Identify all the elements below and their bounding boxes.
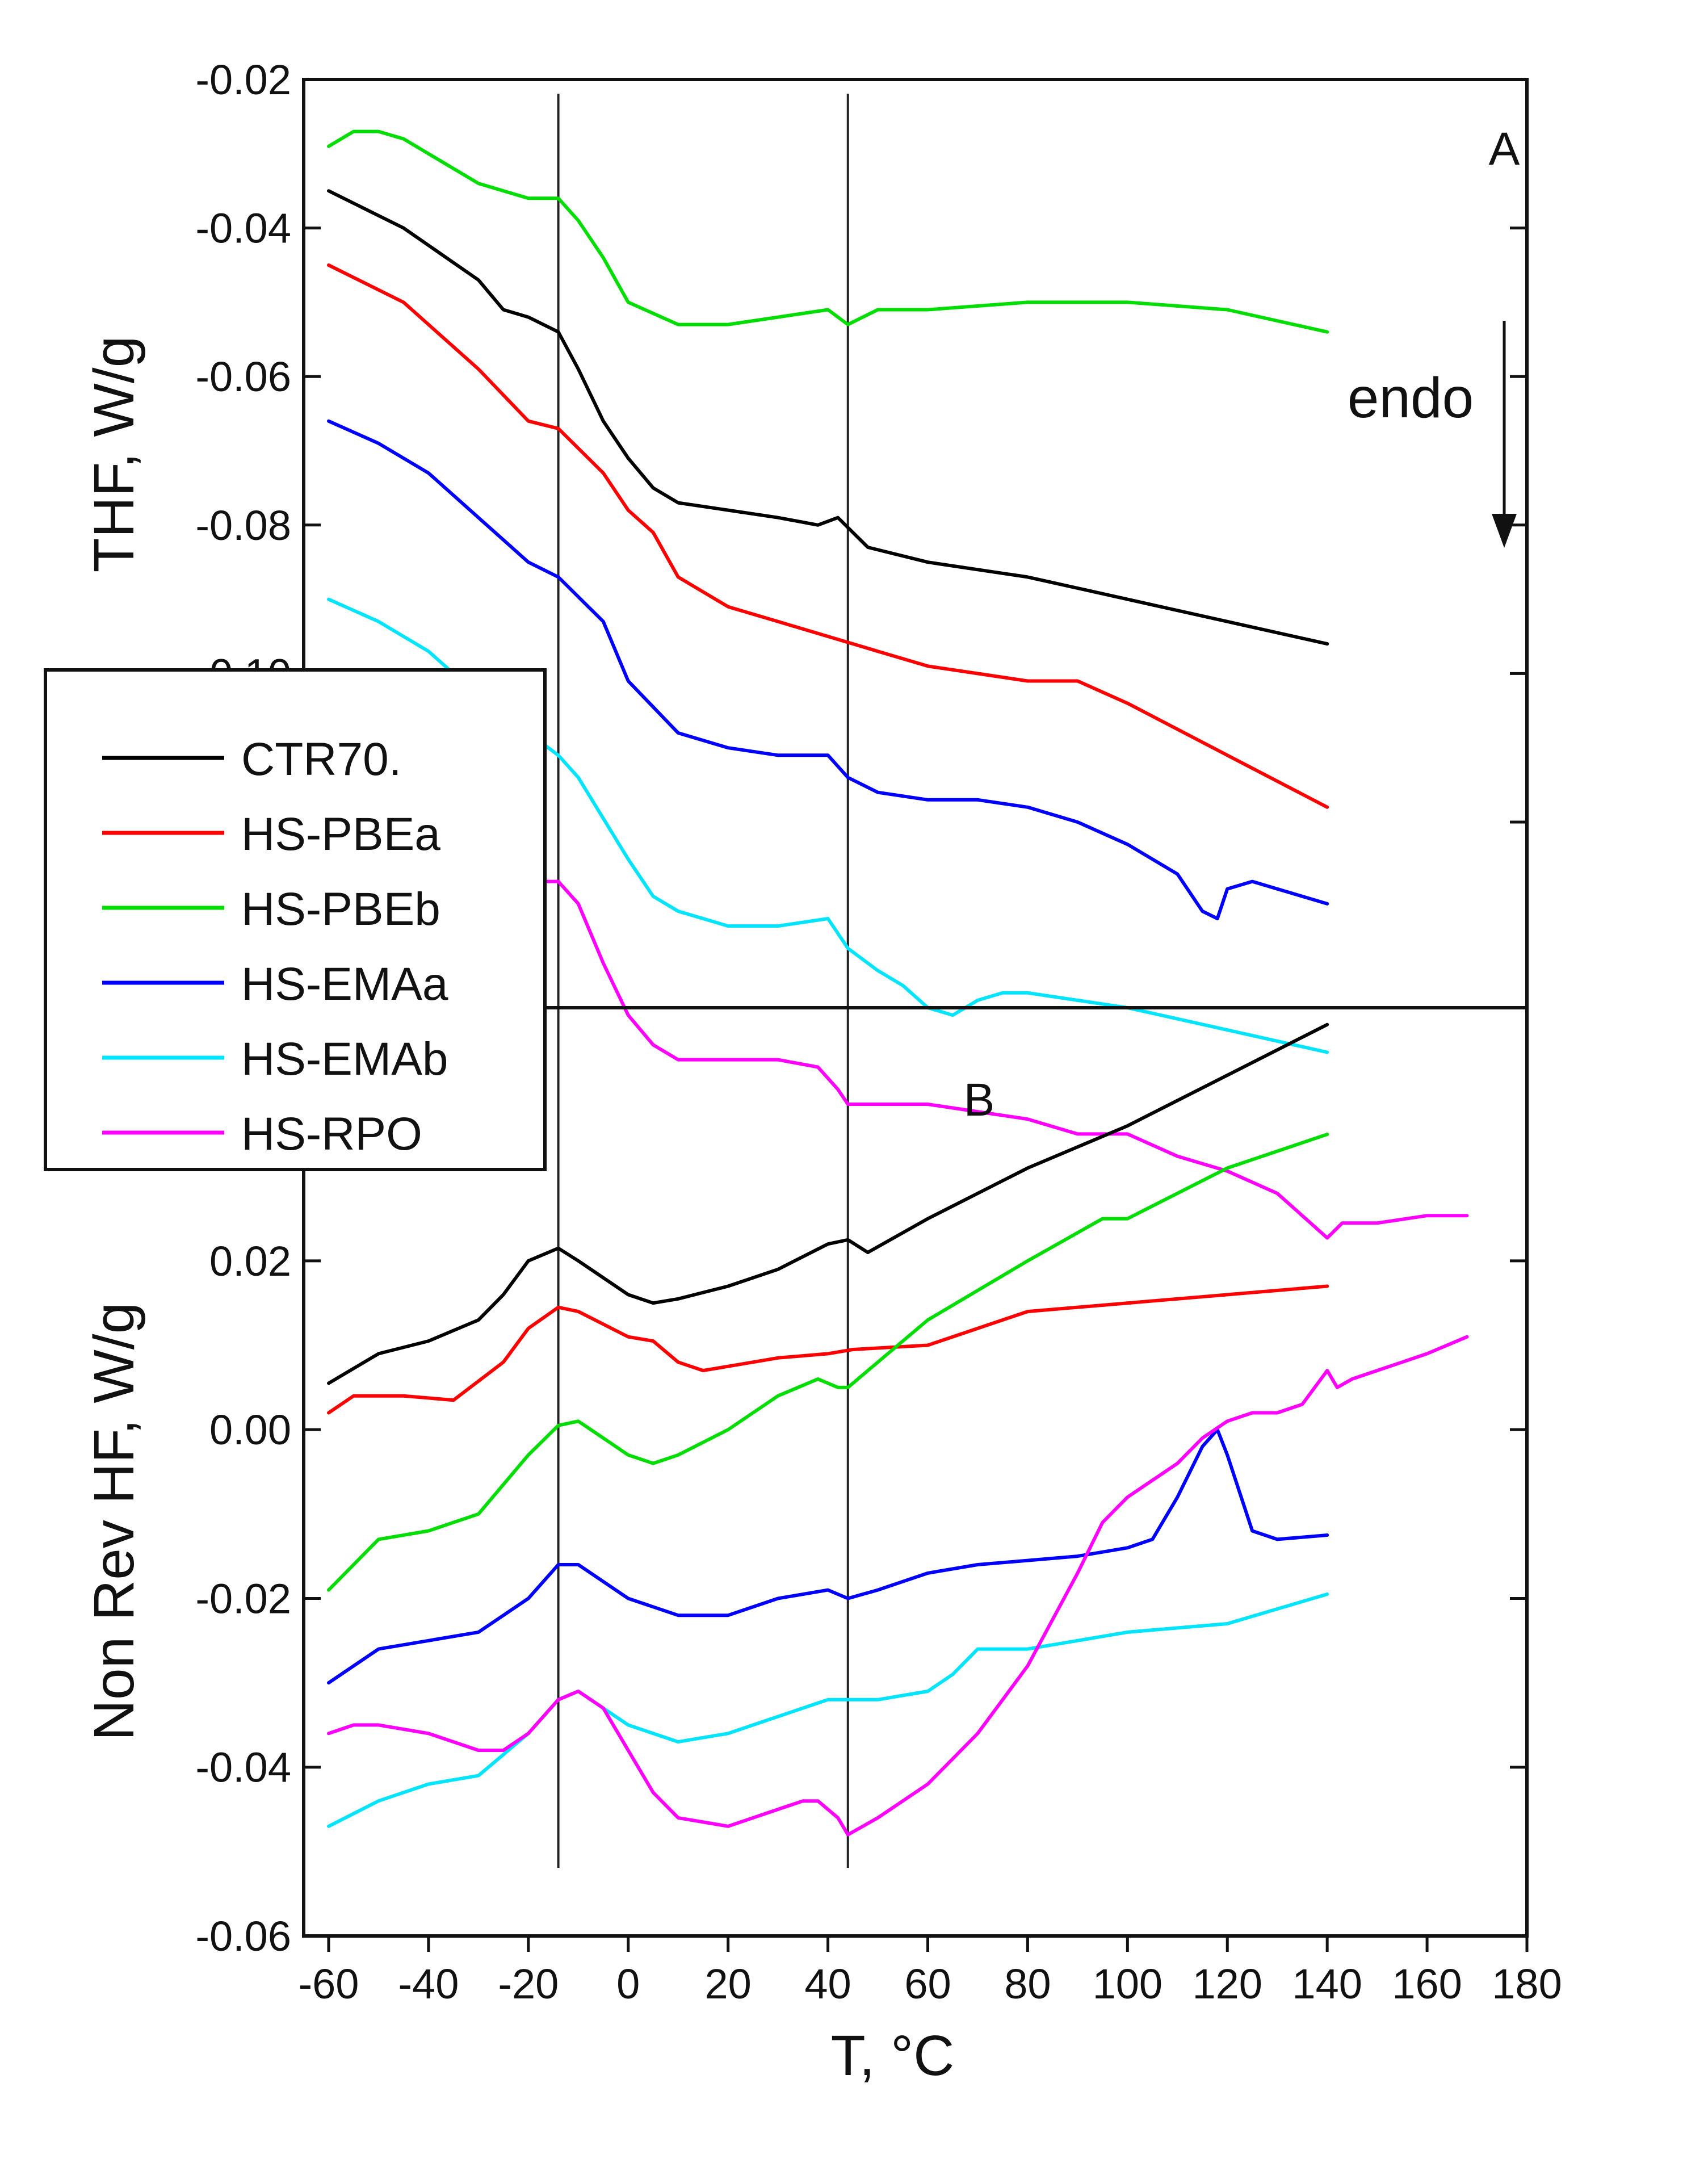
series-line-A-hs-emaa (327, 419, 1329, 920)
x-tick-label: 40 (804, 1960, 851, 2007)
panel-label-B: B (964, 1074, 995, 1126)
y-tick-label: -0.06 (195, 353, 291, 400)
y-axis-title-A: THF, W/g (82, 336, 146, 573)
legend-label: HS-EMAb (241, 1033, 448, 1085)
series-line-B-hs-pbea (327, 1284, 1329, 1415)
y-tick-label: -0.02 (195, 56, 291, 103)
series-line-A-ctr70 (327, 189, 1329, 646)
labels-layer: -60 -40 -20 0 20 40 60 80 100 120 140 160 180 T, °C -0… (82, 56, 1562, 2088)
reference-lines-layer (557, 94, 849, 1868)
y-tick-label: 0.00 (209, 1406, 291, 1453)
panel-label-A: A (1489, 123, 1520, 175)
legend-label: HS-PBEa (241, 808, 440, 860)
legend-label: HS-EMAa (241, 958, 448, 1010)
series-line-B-hs-emaa (327, 1428, 1329, 1685)
legend-label: HS-PBEb (241, 883, 440, 935)
x-tick-label: -40 (398, 1960, 459, 2007)
y-tick-label: -0.06 (195, 1913, 291, 1960)
series-line-B-hs-pbeb (327, 1133, 1329, 1592)
series-line-B-hs-emab (327, 1592, 1329, 1828)
x-tick-label: 0 (616, 1960, 640, 2007)
x-tick-label: 80 (1004, 1960, 1051, 2007)
x-tick-label: -20 (498, 1960, 559, 2007)
series-layer (327, 129, 1469, 1837)
y-tick-label: -0.04 (195, 1744, 291, 1791)
endo-annotation: endo (1348, 366, 1474, 430)
endo-arrow-head (1492, 514, 1517, 548)
x-tick-label: 120 (1193, 1960, 1262, 2007)
x-tick-label: -60 (299, 1960, 359, 2007)
series-line-A-hs-pbea (327, 263, 1329, 809)
legend-label: HS-RPO (241, 1108, 422, 1160)
y-tick-label: -0.04 (195, 205, 291, 252)
series-line-B-ctr70 (327, 1022, 1329, 1385)
legend: CTR70. HS-PBEa HS-PBEb HS-EMAa HS-EMAb HS-RPO (44, 668, 547, 1171)
y-tick-label: 0.02 (209, 1238, 291, 1285)
x-tick-label: 100 (1093, 1960, 1163, 2007)
legend-label: CTR70. (241, 734, 402, 785)
x-tick-label: 180 (1492, 1960, 1562, 2007)
y-tick-label: -0.08 (195, 502, 291, 549)
x-tick-label: 160 (1392, 1960, 1462, 2007)
y-tick-label: -0.02 (195, 1575, 291, 1622)
x-axis-title: T, °C (831, 2024, 955, 2088)
legend-box (44, 668, 547, 1171)
x-tick-label: 20 (704, 1960, 751, 2007)
x-tick-label: 60 (904, 1960, 951, 2007)
x-tick-label: 140 (1292, 1960, 1362, 2007)
series-line-B-hs-rpo (327, 1335, 1469, 1837)
series-line-A-hs-pbeb (327, 129, 1329, 334)
y-axis-title-B: Non Rev HF, W/g (82, 1302, 146, 1741)
series-line-A-hs-rpo (327, 739, 1469, 1240)
